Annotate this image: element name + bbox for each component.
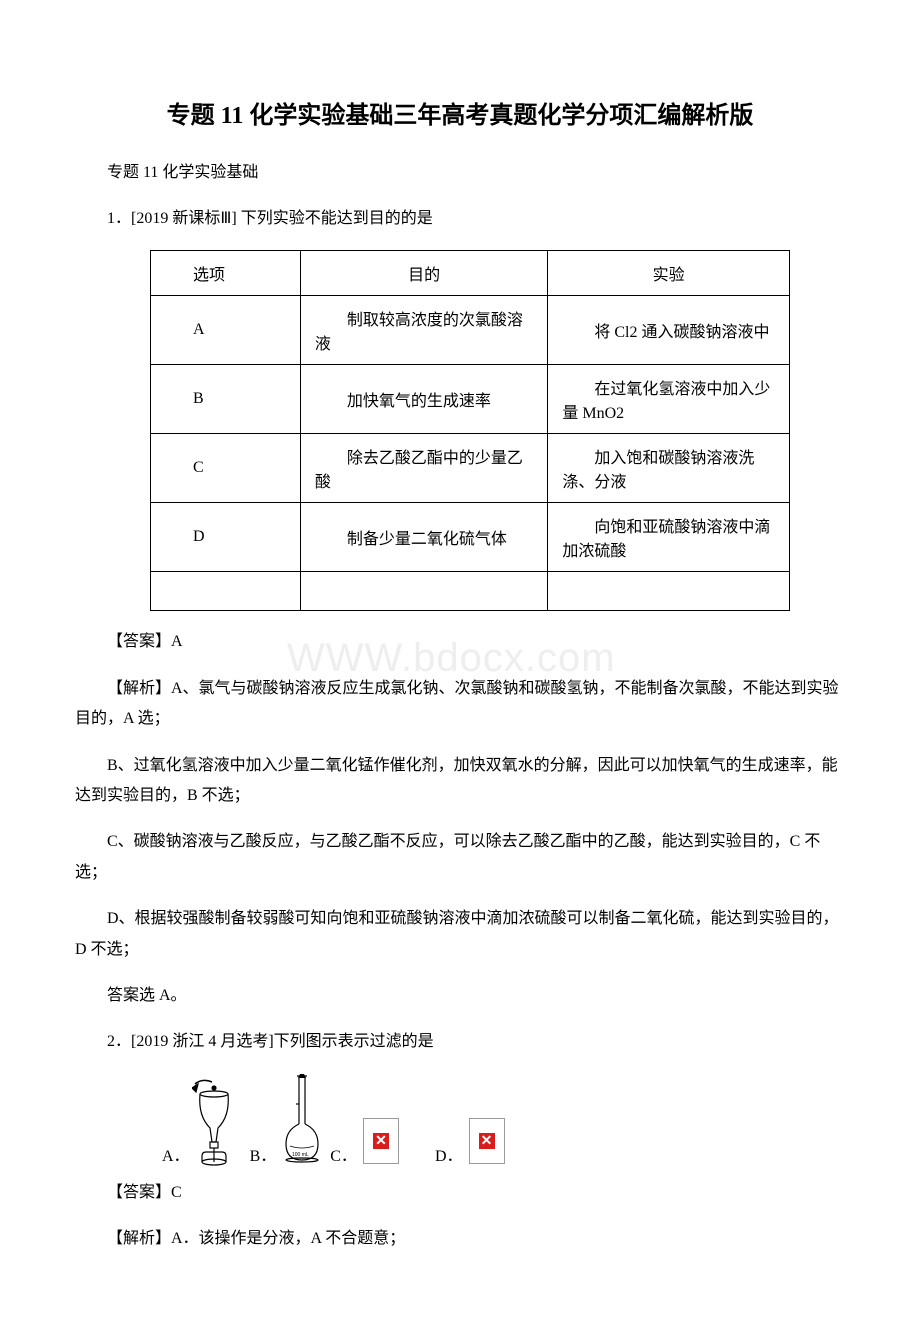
q2-answer: 【答案】C — [75, 1178, 845, 1208]
option-c-label: C． — [330, 1142, 357, 1166]
separating-funnel-icon — [192, 1076, 250, 1166]
q1-explanation: 答案选 A。 — [75, 981, 845, 1011]
page-title: 专题 11 化学实验基础三年高考真题化学分项汇编解析版 — [75, 100, 845, 134]
table-row: D 制备少量二氧化硫气体 向饱和亚硫酸钠溶液中滴加浓硫酸 — [151, 503, 790, 572]
broken-image-icon: ✕ — [363, 1118, 399, 1164]
th-option: 选项 — [151, 251, 301, 296]
cell-exp: 加入饱和碳酸钠溶液洗涤、分液 — [548, 434, 790, 503]
option-b-label: B． — [250, 1142, 277, 1166]
cell-opt: D — [151, 503, 301, 572]
q1-explanation: D、根据较强酸制备较弱酸可知向饱和亚硫酸钠溶液中滴加浓硫酸可以制备二氧化硫，能达… — [75, 904, 845, 965]
q1-answer: 【答案】A — [75, 627, 845, 657]
q1-stem: 1．[2019 新课标Ⅲ] 下列实验不能达到目的的是 — [75, 204, 845, 234]
cell-exp: 将 Cl2 通入碳酸钠溶液中 — [548, 296, 790, 365]
q1-explanation: C、碳酸钠溶液与乙酸反应，与乙酸乙酯不反应，可以除去乙酸乙酯中的乙酸，能达到实验… — [75, 827, 845, 888]
table-row: A 制取较高浓度的次氯酸溶液 将 Cl2 通入碳酸钠溶液中 — [151, 296, 790, 365]
cell-opt: A — [151, 296, 301, 365]
x-icon: ✕ — [479, 1133, 495, 1149]
intro-text: 专题 11 化学实验基础 — [75, 158, 845, 188]
option-d-label: D． — [435, 1142, 463, 1166]
cell-empty — [151, 572, 301, 611]
cell-exp: 在过氧化氢溶液中加入少量 MnO2 — [548, 365, 790, 434]
q2-stem: 2．[2019 浙江 4 月选考]下列图示表示过滤的是 — [75, 1027, 845, 1057]
q2-explanation: 【解析】A．该操作是分液，A 不合题意； — [75, 1224, 845, 1254]
option-a-label: A． — [162, 1142, 190, 1166]
volumetric-flask-icon: 100 mL — [278, 1074, 330, 1166]
svg-text:100 mL: 100 mL — [292, 1152, 309, 1158]
q1-table: 选项 目的 实验 A 制取较高浓度的次氯酸溶液 将 Cl2 通入碳酸钠溶液中 B… — [150, 250, 790, 611]
q1-explanation: 【解析】A、氯气与碳酸钠溶液反应生成氯化钠、次氯酸钠和碳酸氢钠，不能制备次氯酸，… — [75, 674, 845, 735]
cell-opt: C — [151, 434, 301, 503]
q2-options-row: A． B． — [162, 1074, 845, 1166]
th-goal: 目的 — [300, 251, 548, 296]
cell-exp: 向饱和亚硫酸钠溶液中滴加浓硫酸 — [548, 503, 790, 572]
table-row: C 除去乙酸乙酯中的少量乙酸 加入饱和碳酸钠溶液洗涤、分液 — [151, 434, 790, 503]
cell-goal: 制备少量二氧化硫气体 — [300, 503, 548, 572]
cell-goal: 除去乙酸乙酯中的少量乙酸 — [300, 434, 548, 503]
table-row: B 加快氧气的生成速率 在过氧化氢溶液中加入少量 MnO2 — [151, 365, 790, 434]
table-row — [151, 572, 790, 611]
x-icon: ✕ — [373, 1133, 389, 1149]
th-experiment: 实验 — [548, 251, 790, 296]
cell-empty — [300, 572, 548, 611]
cell-goal: 加快氧气的生成速率 — [300, 365, 548, 434]
broken-image-icon: ✕ — [469, 1118, 505, 1164]
q1-explanation: B、过氧化氢溶液中加入少量二氧化锰作催化剂，加快双氧水的分解，因此可以加快氧气的… — [75, 751, 845, 812]
table-row: 选项 目的 实验 — [151, 251, 790, 296]
cell-opt: B — [151, 365, 301, 434]
cell-goal: 制取较高浓度的次氯酸溶液 — [300, 296, 548, 365]
cell-empty — [548, 572, 790, 611]
